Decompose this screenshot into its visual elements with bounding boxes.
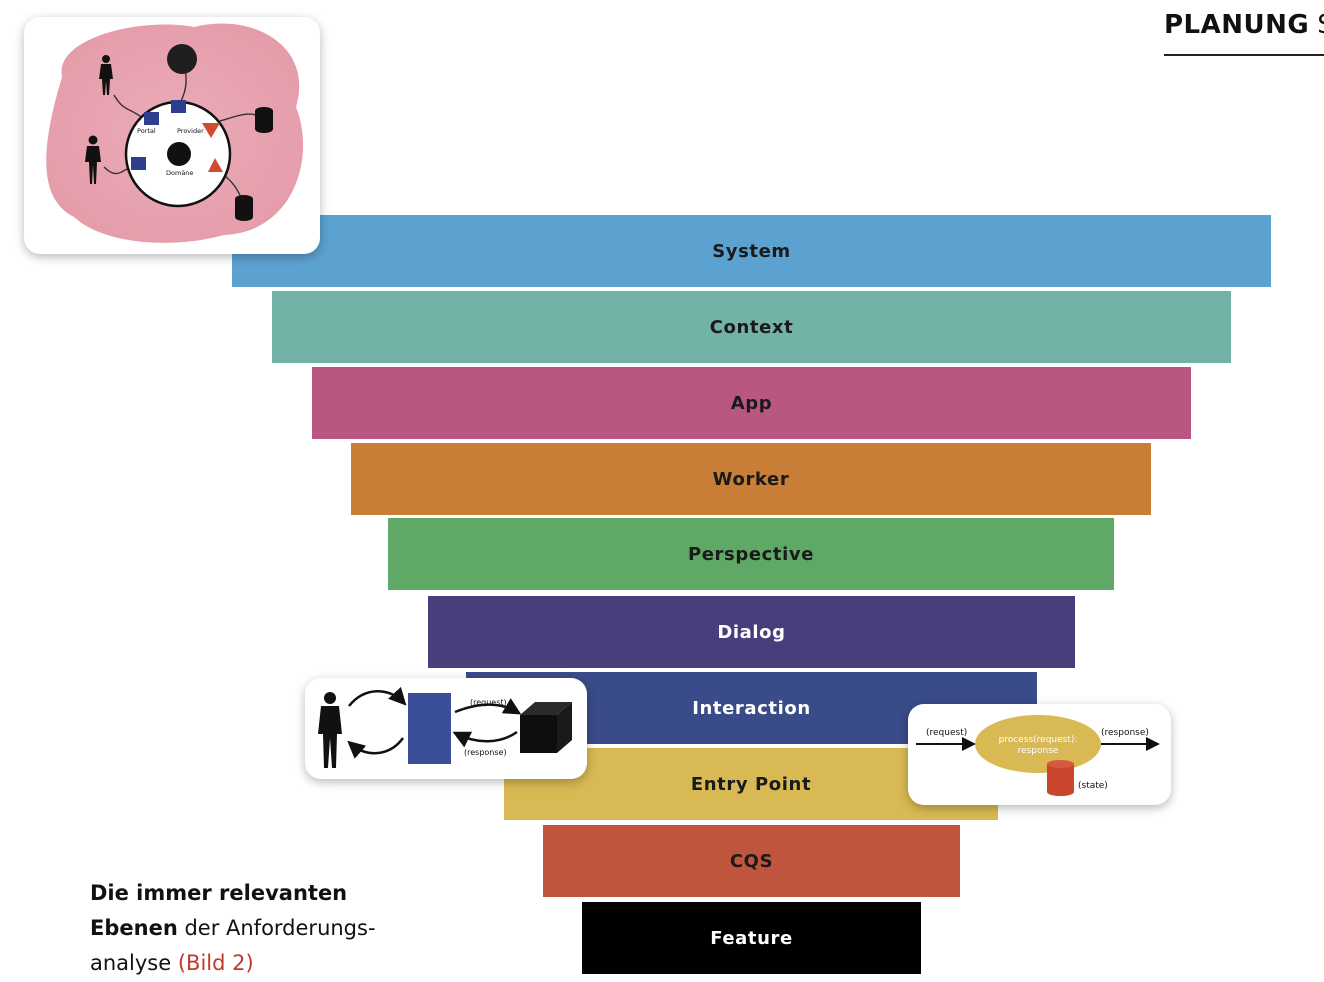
provider-label: Provider <box>177 127 204 135</box>
layer-dialog: Dialog <box>428 596 1075 668</box>
domain-core-circle <box>167 142 191 166</box>
system-overview-card: Portal Provider Domäne <box>24 17 320 254</box>
person-icon <box>99 55 113 95</box>
layer-label: Interaction <box>692 697 811 719</box>
caption-figure-ref[interactable]: (Bild 2) <box>177 951 254 975</box>
arrow-to-ui <box>348 686 407 707</box>
system-overview-illustration: Portal Provider Domäne <box>46 23 304 243</box>
state-label: (state) <box>1078 781 1108 791</box>
layer-context: Context <box>272 291 1231 363</box>
state-database-icon <box>1047 760 1074 796</box>
person-icon <box>85 135 101 184</box>
domain-label: Domäne <box>166 169 193 177</box>
portal-port-square <box>131 157 146 170</box>
section-header-rest: SL <box>1317 10 1324 40</box>
provider-port-square <box>171 100 186 113</box>
portal-port-square <box>144 112 159 125</box>
user-person-icon <box>318 692 342 768</box>
interaction-illustration: (request) (response) <box>318 686 572 768</box>
caption-normal: der Anforderungs-analyse <box>90 916 376 975</box>
layer-label: Perspective <box>687 543 815 565</box>
layer-label: App <box>730 392 773 414</box>
backend-cube-icon <box>520 702 572 753</box>
external-system-circle <box>167 44 197 74</box>
layer-system: System <box>232 215 1271 287</box>
caption-bold: Die immer relevanten Ebenen <box>90 881 348 940</box>
connector-line <box>219 113 257 122</box>
request-label: (request) <box>926 728 967 738</box>
process-ellipse <box>975 715 1101 773</box>
process-label-line2: response <box>1018 746 1059 756</box>
layer-perspective: Perspective <box>388 518 1114 590</box>
arrow-to-user <box>347 737 405 759</box>
database-icon <box>235 195 253 221</box>
layer-label: Worker <box>712 468 790 490</box>
entry-point-illustration: (request) process(request): response (re… <box>916 715 1160 796</box>
layer-app: App <box>312 367 1191 439</box>
database-icon <box>255 107 273 133</box>
layer-label: CQS <box>729 850 774 872</box>
process-label-line1: process(request): <box>999 735 1078 745</box>
request-arrow <box>454 698 522 715</box>
portal-label: Portal <box>137 127 156 135</box>
section-header: PLANUNGSL <box>1164 10 1324 56</box>
layer-label: Context <box>709 316 794 338</box>
adapter-triangle <box>208 158 223 172</box>
ui-rectangle <box>408 693 451 764</box>
entry-point-card: (request) process(request): response (re… <box>908 704 1171 805</box>
layer-label: Entry Point <box>690 773 812 795</box>
adapter-triangle <box>202 123 220 138</box>
response-arrow <box>452 730 518 748</box>
layer-cqs: CQS <box>543 825 960 897</box>
section-header-bold: PLANUNG <box>1164 10 1310 40</box>
figure-caption: Die immer relevanten Ebenen der Anforder… <box>90 876 410 981</box>
layer-label: Dialog <box>717 621 786 643</box>
request-label: (request) <box>470 698 507 707</box>
response-label: (response) <box>1101 728 1149 738</box>
layer-worker: Worker <box>351 443 1151 515</box>
layer-feature: Feature <box>582 902 921 974</box>
layer-label: Feature <box>710 927 793 949</box>
layer-label: System <box>712 240 791 262</box>
response-label: (response) <box>464 748 507 757</box>
interaction-card: (request) (response) <box>305 678 587 779</box>
